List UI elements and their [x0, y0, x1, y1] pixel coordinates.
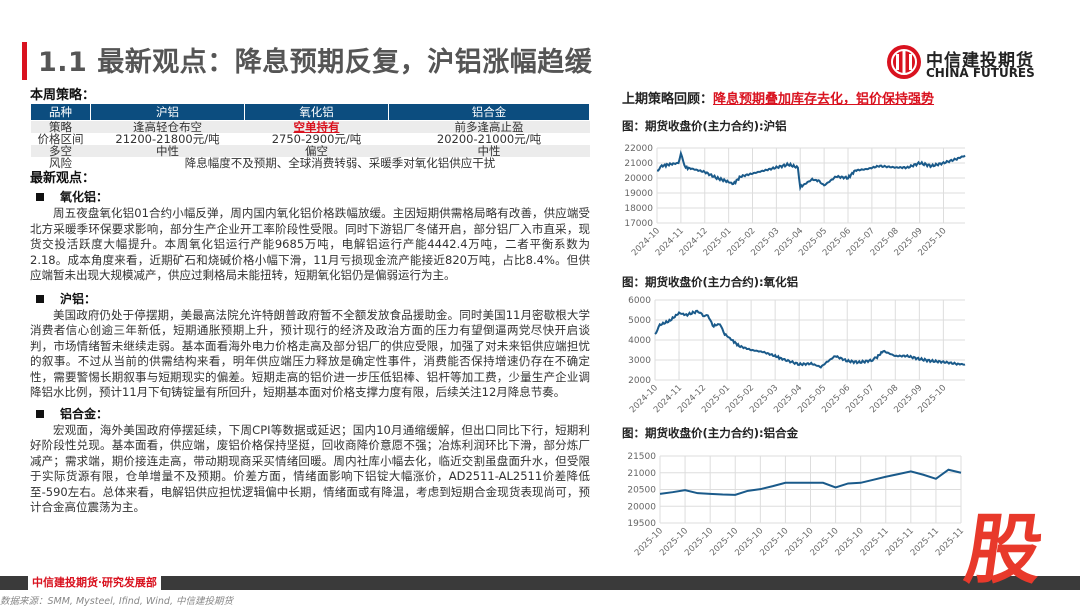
y-tick-label: 2000 [628, 376, 651, 386]
footer-bar [0, 576, 1080, 590]
cell: 20200-21000元/吨 [436, 132, 542, 146]
page-title: 1.1 最新观点：降息预期反复，沪铝涨幅趋缓 [38, 47, 593, 78]
y-tick-label: 3000 [628, 356, 651, 366]
table-row: 价格区间 21200-21800元/吨 2750-2900元/吨 20200-2100… [31, 133, 590, 145]
bullet-icon [36, 193, 44, 201]
table-row: 风险 降息幅度不及预期、全球消费转弱、采暖季对氧化铝供应干扰 [31, 157, 590, 169]
cell: 中性 [388, 145, 590, 157]
cell: 风险 [49, 156, 72, 170]
cell: 逢高轻仓布空 [90, 120, 245, 133]
logo-en: CHINA FUTURES [926, 66, 1035, 80]
y-tick-label: 19500 [627, 519, 656, 529]
citic-logo-icon [887, 45, 921, 79]
views-heading: 最新观点： [30, 171, 96, 186]
table-row: 策略 逢高轻仓布空 空单持有 前多逢高止盈 [30, 120, 590, 133]
section-title: 沪铝： [36, 290, 590, 307]
section-label: 铝合金： [60, 406, 109, 421]
col-header: 沪铝 [90, 103, 245, 121]
section-title: 铝合金： [36, 405, 590, 422]
section-text: 周五夜盘氧化铝01合约小幅反弹，周内国内氧化铝价格跌幅放缓。主因短期供需格局略有… [30, 206, 590, 282]
y-tick-label: 21500 [627, 452, 656, 462]
chart-al: 1700018000190002000021000220002024-10202… [624, 144, 966, 258]
strategy-heading: 本周策略： [30, 88, 96, 103]
y-tick-label: 20000 [624, 174, 653, 184]
cell: 价格区间 [37, 132, 84, 146]
company-logo: 中信建投期货 CHINA FUTURES [886, 44, 1056, 82]
cell: 偏空 [244, 145, 389, 157]
title-accent-bar [22, 42, 27, 80]
series-line [654, 309, 966, 369]
data-source: 数据来源：SMM, Mysteel, Ifind, Wind, 中信建投期货 [0, 596, 233, 607]
col-header: 氧化铝 [244, 103, 389, 121]
cell: 多空 [30, 145, 91, 157]
y-tick-label: 6000 [628, 296, 651, 306]
cell: 21200-21800元/吨 [115, 132, 220, 146]
cell: 中性 [90, 145, 245, 157]
y-tick-label: 5000 [628, 316, 651, 326]
chart-title: 图：期货收盘价(主力合约):氧化铝 [622, 275, 799, 289]
y-tick-label: 19000 [624, 189, 653, 199]
col-header: 品种 [30, 103, 91, 121]
chart-title: 图：期货收盘价(主力合约):沪铝 [622, 119, 787, 133]
chart-title: 图：期货收盘价(主力合约):铝合金 [622, 426, 799, 440]
cell-highlight: 空单持有 [244, 120, 389, 133]
review-label: 上期策略回顾： [622, 92, 714, 107]
series-line [659, 468, 962, 496]
y-tick-label: 4000 [628, 336, 651, 346]
chart-alumina: 200030004000500060002024-102024-112024-1… [628, 296, 966, 415]
section-text: 宏观面，海外美国政府停摆延续，下周CPI等数据或延迟；国内10月通缩缓解，但出口… [30, 422, 590, 515]
strategy-section: 本周策略： 品种 沪铝 氧化铝 铝合金 策略 逢高轻仓布空 空单持有 前多逢高止盈 价格区间… [30, 84, 590, 520]
y-tick-label: 18000 [624, 204, 653, 214]
y-tick-label: 20000 [627, 502, 656, 512]
cell: 前多逢高止盈 [388, 120, 590, 133]
bullet-icon [36, 409, 44, 418]
stock-badge: 股 [959, 505, 1049, 594]
section-label: 沪铝： [60, 291, 97, 306]
cell: 策略 [30, 120, 91, 133]
cell: 2750-2900元/吨 [271, 132, 362, 146]
y-tick-label: 21000 [624, 159, 653, 169]
section-text: 美国政府仍处于停摆期，美最高法院允许特朗普政府暂不全额发放食品援助金。同时美国1… [30, 307, 590, 400]
y-tick-label: 21000 [627, 469, 656, 479]
bullet-icon [36, 294, 44, 303]
table-row: 多空 中性 偏空 中性 [30, 145, 590, 157]
chart-alloy: 19500200002050021000215002025-102025-102… [627, 452, 966, 558]
col-header: 铝合金 [388, 103, 590, 121]
section-label: 氧化铝： [60, 190, 109, 204]
logo-cn: 中信建投期货 [926, 51, 1034, 71]
previous-review: 上期策略回顾：降息预期叠加库存去化，铝价保持强势 [622, 88, 934, 107]
y-tick-label: 17000 [624, 219, 653, 229]
y-tick-label: 20500 [627, 486, 656, 496]
y-tick-label: 22000 [624, 144, 653, 154]
section-title: 氧化铝： [36, 188, 590, 205]
series-line [656, 149, 966, 192]
cell: 降息幅度不及预期、全球消费转弱、采暖季对氧化铝供应干扰 [184, 156, 496, 170]
review-text: 降息预期叠加库存去化，铝价保持强势 [713, 92, 935, 107]
footer-dept: 中信建投期货·研究发展部 [28, 574, 161, 591]
strategy-table: 品种 沪铝 氧化铝 铝合金 策略 逢高轻仓布空 空单持有 前多逢高止盈 价格区间 21200-… [30, 103, 590, 169]
